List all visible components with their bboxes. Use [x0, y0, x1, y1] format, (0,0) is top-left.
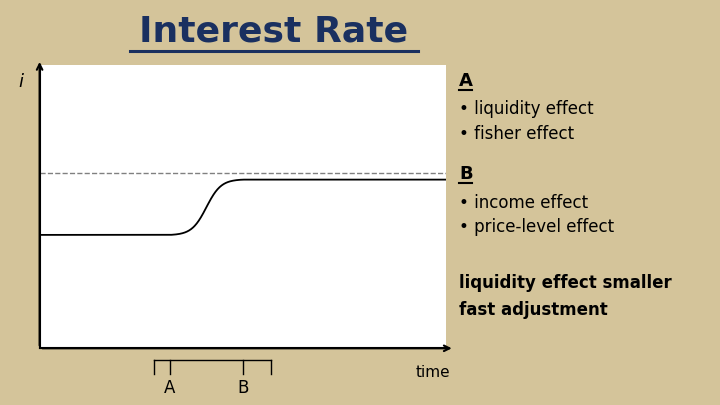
Text: B: B [459, 165, 473, 183]
Text: B: B [238, 379, 248, 397]
Text: A: A [459, 72, 473, 90]
Text: • income effect: • income effect [459, 194, 588, 211]
Text: • price-level effect: • price-level effect [459, 218, 614, 236]
Text: i: i [18, 73, 23, 91]
Text: liquidity effect smaller: liquidity effect smaller [459, 275, 672, 292]
Text: A: A [164, 379, 176, 397]
Text: fast adjustment: fast adjustment [459, 301, 608, 319]
Text: time: time [416, 365, 451, 380]
Text: Interest Rate: Interest Rate [139, 14, 408, 48]
Text: • fisher effect: • fisher effect [459, 125, 575, 143]
Text: • liquidity effect: • liquidity effect [459, 100, 594, 118]
